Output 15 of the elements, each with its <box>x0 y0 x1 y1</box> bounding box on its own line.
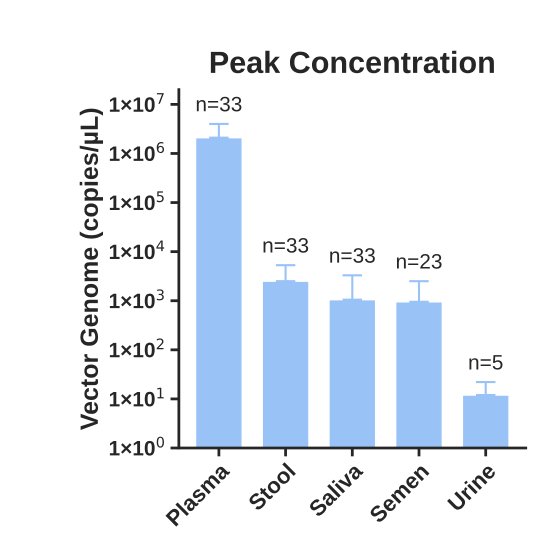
chart-title: Peak Concentration <box>210 50 494 74</box>
y-axis-title: Vector Genome (copies/µL) <box>80 108 104 430</box>
annotation: n=33 <box>330 248 375 263</box>
y-tick-label: 1×10$^{4}$ <box>110 240 164 260</box>
y-tick-label: 1×10$^{2}$ <box>110 338 164 358</box>
y-tick-label: 1×10$^{1}$ <box>110 388 164 407</box>
annotation: n=33 <box>196 96 242 112</box>
annotation: n=33 <box>264 238 308 253</box>
annotation: n=23 <box>396 254 442 269</box>
y-tick-label: 1×10$^{6}$ <box>110 142 164 162</box>
y-tick-label: 1×10$^{3}$ <box>110 289 164 308</box>
annotation: n=5 <box>469 355 503 370</box>
y-tick-label: 1×10$^{0}$ <box>110 436 164 456</box>
y-tick-label: 1×10$^{5}$ <box>110 191 164 210</box>
y-tick-label: 1×10$^{7}$ <box>110 93 164 112</box>
